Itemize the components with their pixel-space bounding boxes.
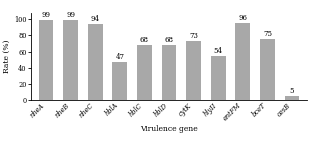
Bar [162, 45, 177, 100]
Bar [285, 96, 299, 100]
Bar [235, 23, 250, 100]
Text: 68: 68 [165, 36, 173, 44]
Bar [137, 45, 152, 100]
Bar [88, 24, 103, 100]
Y-axis label: Rate (%): Rate (%) [3, 40, 11, 73]
Text: 99: 99 [66, 11, 75, 19]
Text: 73: 73 [189, 32, 198, 40]
Text: 75: 75 [263, 30, 272, 38]
Bar [39, 20, 54, 100]
Bar [63, 20, 78, 100]
Bar [211, 56, 226, 100]
Text: 99: 99 [42, 11, 51, 19]
Text: 96: 96 [238, 14, 247, 22]
Bar [112, 62, 127, 100]
Bar [186, 41, 201, 100]
Text: 54: 54 [214, 47, 223, 55]
X-axis label: Virulence gene: Virulence gene [140, 125, 198, 133]
Text: 47: 47 [115, 53, 124, 61]
Text: 68: 68 [140, 36, 149, 44]
Text: 5: 5 [290, 87, 294, 95]
Bar [260, 39, 275, 100]
Text: 94: 94 [91, 15, 100, 23]
